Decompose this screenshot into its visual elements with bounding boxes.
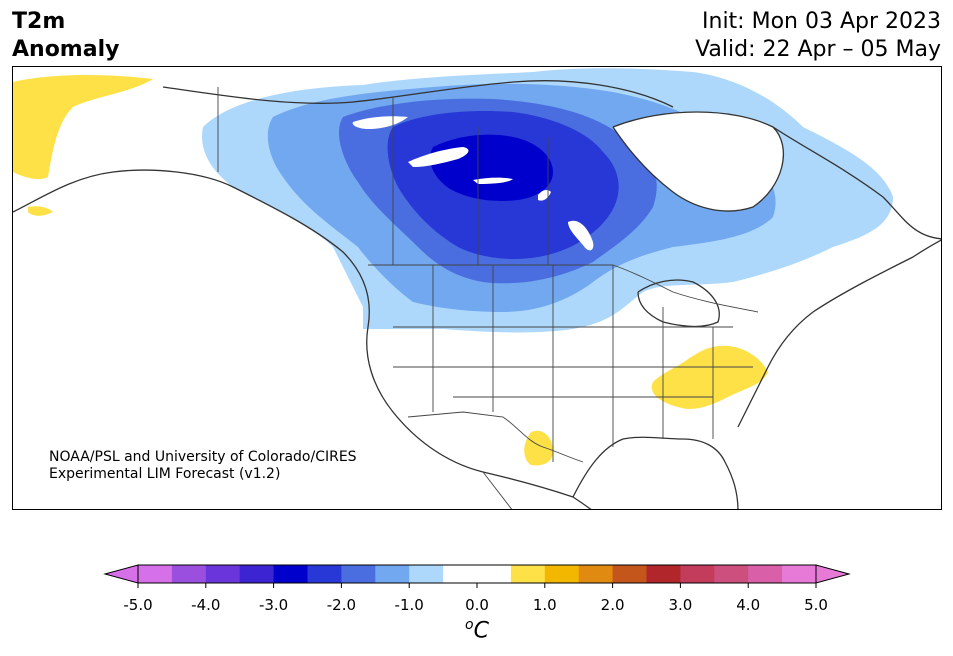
colorbar-bin — [748, 565, 783, 583]
colorbar-tick-label: 1.0 — [532, 596, 557, 614]
lake-athabasca — [473, 177, 513, 184]
map-title: T2m Anomaly — [12, 8, 119, 64]
colorbar-bin — [680, 565, 715, 583]
colorbar-tick-label: 3.0 — [668, 596, 693, 614]
colorbar-tick-label: 0.0 — [465, 596, 489, 614]
colorbar-tick-label: -1.0 — [394, 596, 424, 614]
mexico-state-line — [482, 471, 513, 509]
colorbar-bin — [171, 565, 207, 583]
anomaly-yellow-alaska-coast — [28, 206, 53, 216]
colorbar-bins — [138, 565, 817, 583]
colorbar-bin — [578, 565, 614, 583]
colorbar-bin — [544, 565, 580, 583]
colorbar-bin — [307, 565, 342, 583]
colorbar-bin — [239, 565, 275, 583]
colorbar-bin — [714, 565, 749, 583]
great-slave-lake — [408, 147, 469, 167]
anomaly-map — [13, 67, 941, 509]
colorbar-tick-label: 2.0 — [600, 596, 625, 614]
colorbar-over-arrow — [815, 564, 851, 584]
colorbar-bin — [646, 565, 681, 583]
colorbar-tick-label: -5.0 — [123, 596, 153, 614]
unit-degree-symbol: o — [465, 617, 474, 633]
colorbar-ticks — [137, 583, 817, 588]
lake-winnipeg — [568, 220, 594, 251]
title-line-1: T2m — [12, 9, 66, 34]
colorbar-tick-label: 5.0 — [804, 596, 828, 614]
map-panel — [12, 66, 942, 510]
colorbar-bin — [205, 565, 241, 583]
anomaly-yellow-southeast — [651, 345, 768, 409]
credit-line-1: NOAA/PSL and University of Colorado/CIRE… — [49, 449, 357, 465]
colorbar-bin — [409, 565, 444, 583]
anomaly-yellow-texas — [524, 430, 553, 466]
gulf-coast-line — [572, 436, 739, 509]
credit-text: NOAA/PSL and University of Colorado/CIRE… — [49, 449, 357, 483]
great-lakes — [637, 279, 720, 328]
title-line-2: Anomaly — [12, 37, 120, 62]
colorbar-tick-label: -3.0 — [258, 596, 289, 614]
forecast-dates: Init: Mon 03 Apr 2023 Valid: 22 Apr – 05… — [695, 8, 941, 64]
west-coast-line — [13, 169, 592, 509]
colorbar-unit-label: oC — [465, 617, 489, 643]
colorbar-tick-label: -4.0 — [191, 596, 221, 614]
arctic-coast — [162, 80, 674, 108]
colorbar-bin — [341, 565, 376, 583]
labrador-coast — [772, 126, 941, 240]
colorbar-bin — [782, 565, 817, 583]
east-coast-line — [737, 239, 941, 428]
colorbar — [103, 564, 851, 588]
hudson-bay — [613, 112, 784, 212]
colorbar-bin — [138, 565, 173, 583]
colorbar-bin — [375, 565, 410, 583]
us-canada-border — [368, 264, 759, 313]
colorbar-tick-label: 4.0 — [736, 596, 761, 614]
init-date: Init: Mon 03 Apr 2023 — [702, 9, 941, 34]
colorbar-bin — [612, 565, 647, 583]
us-mexico-border — [407, 411, 584, 463]
great-bear-lake — [352, 116, 408, 129]
anomaly-yellow-alaska — [13, 75, 153, 180]
valid-date: Valid: 22 Apr – 05 May — [695, 37, 941, 62]
coastlines — [13, 80, 941, 509]
colorbar-bin — [510, 565, 546, 583]
colorbar-tick-label: -2.0 — [326, 596, 357, 614]
hudson-bay-coast — [612, 111, 785, 212]
colorbar-under-arrow — [103, 564, 139, 584]
colorbar-bin — [273, 565, 308, 583]
credit-line-2: Experimental LIM Forecast (v1.2) — [49, 466, 281, 482]
colorbar-bin — [443, 565, 512, 583]
unit-letter: C — [473, 618, 489, 644]
political-borders — [217, 87, 759, 509]
